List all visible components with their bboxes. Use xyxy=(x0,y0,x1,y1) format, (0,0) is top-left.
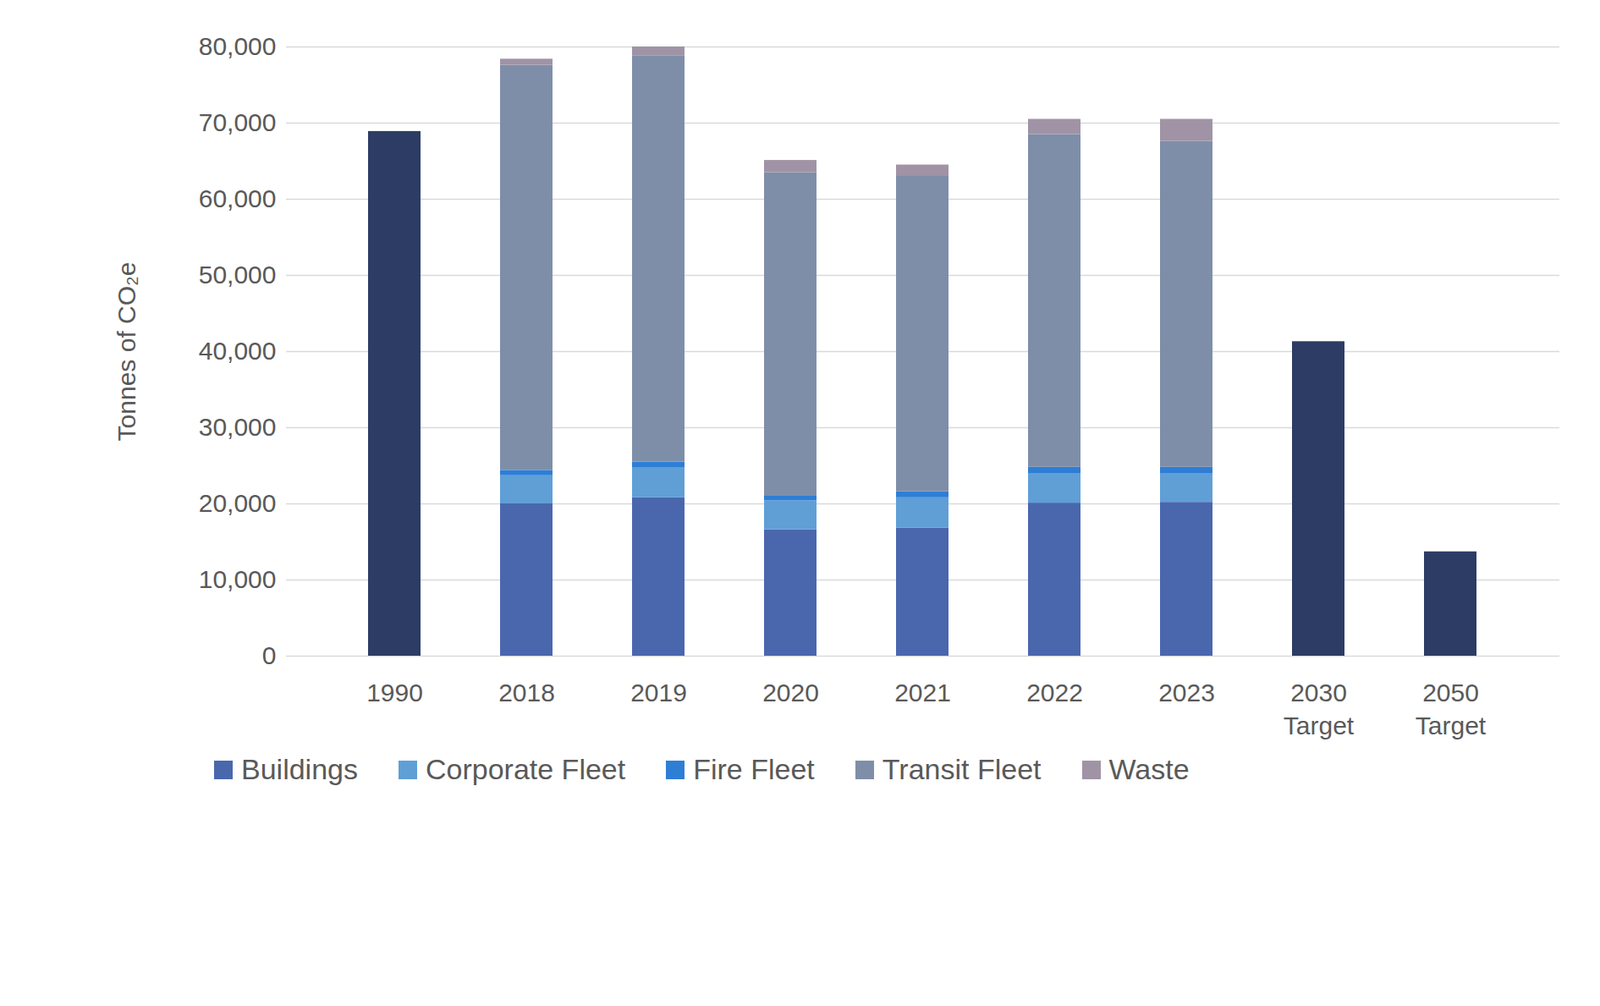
html-text:Fire Fleet: Fire Fleet xyxy=(693,753,815,786)
svg-text:70,000: 70,000 xyxy=(198,108,277,137)
svg-text:80,000: 80,000 xyxy=(198,32,277,61)
html-text:Corporate Fleet: Corporate Fleet xyxy=(425,753,626,786)
svg-text:20,000: 20,000 xyxy=(198,489,277,517)
svg-text:50,000: 50,000 xyxy=(198,260,277,289)
svg-text:Tonnes of CO₂e: Tonnes of CO₂e xyxy=(112,262,141,442)
svg-text:2020: 2020 xyxy=(762,678,820,707)
svg-text:30,000: 30,000 xyxy=(198,412,277,441)
html-text:Buildings: Buildings xyxy=(241,753,358,786)
svg-text:0: 0 xyxy=(262,641,277,670)
svg-text:2018: 2018 xyxy=(498,678,556,707)
svg-text:2019: 2019 xyxy=(630,678,688,707)
svg-text:2050Target: 2050Target xyxy=(1415,678,1487,740)
svg-text:2022: 2022 xyxy=(1026,678,1084,707)
svg-text:60,000: 60,000 xyxy=(198,184,277,213)
html-text:Transit Fleet: Transit Fleet xyxy=(882,753,1042,786)
svg-text:2023: 2023 xyxy=(1158,678,1216,707)
html-text:Waste: Waste xyxy=(1108,753,1190,786)
svg-text:1990: 1990 xyxy=(366,678,424,707)
svg-text:40,000: 40,000 xyxy=(198,336,277,365)
svg-text:10,000: 10,000 xyxy=(198,565,277,594)
svg-text:2021: 2021 xyxy=(894,678,952,707)
svg-text:2030Target: 2030Target xyxy=(1283,678,1355,740)
